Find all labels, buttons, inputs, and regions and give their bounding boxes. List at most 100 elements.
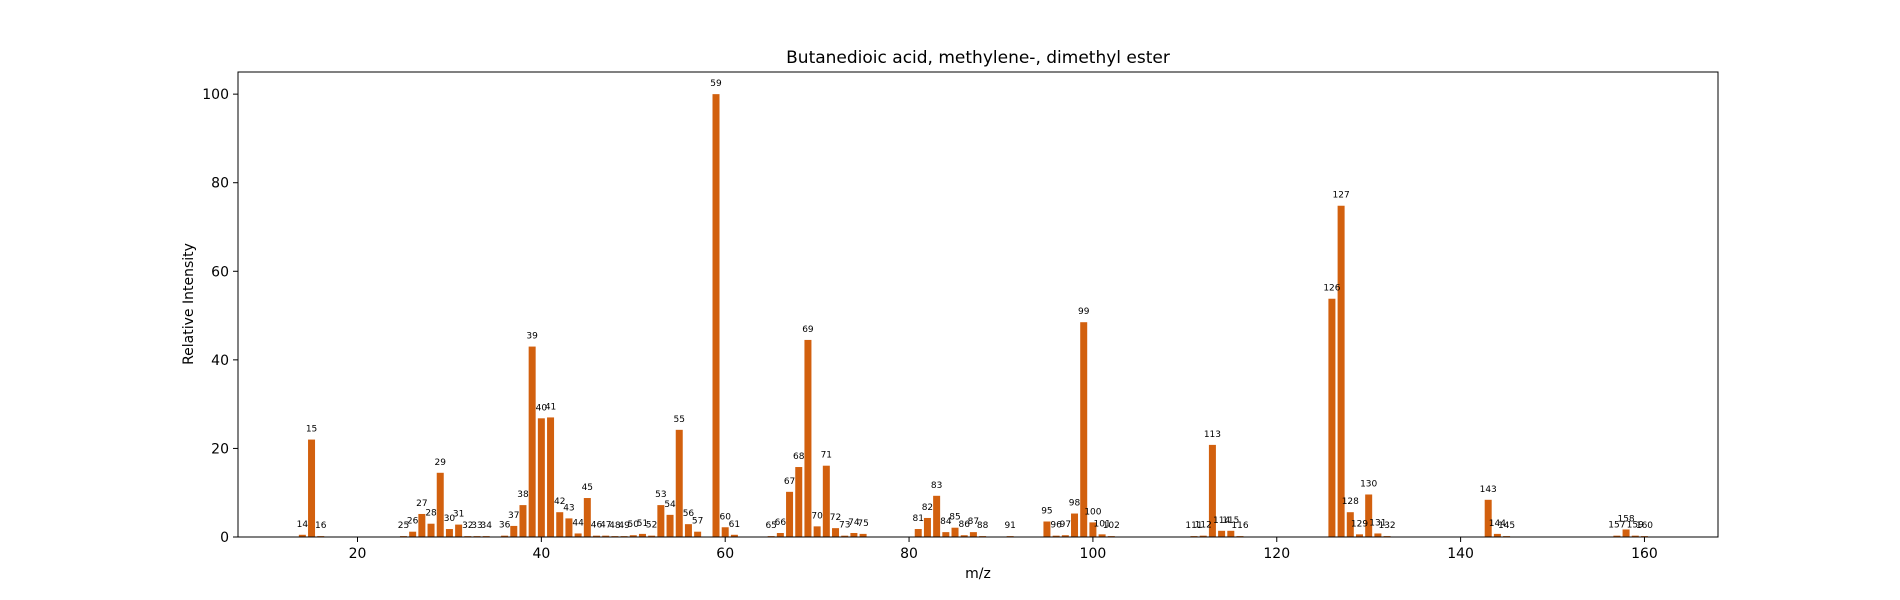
- peak-label-60: 60: [719, 512, 731, 522]
- bar-mz-82: [923, 517, 931, 537]
- peak-label-157: 157: [1608, 521, 1625, 531]
- y-tick-label-80: 80: [211, 176, 229, 192]
- peak-label-126: 126: [1323, 284, 1340, 294]
- bar-mz-53: [657, 505, 665, 537]
- y-tick-label-60: 60: [211, 264, 229, 280]
- bar-mz-56: [684, 524, 692, 537]
- peak-label-37: 37: [508, 511, 519, 521]
- peak-label-98: 98: [1069, 499, 1081, 509]
- peak-label-61: 61: [729, 520, 740, 530]
- bar-mz-42: [556, 512, 564, 537]
- x-tick-label-20: 20: [349, 546, 367, 562]
- peak-label-88: 88: [977, 521, 989, 531]
- bar-mz-129: [1355, 534, 1363, 537]
- bar-mz-98: [1071, 513, 1079, 537]
- peak-label-49: 49: [618, 521, 630, 531]
- bar-mz-159: [1631, 535, 1639, 537]
- peak-label-33: 33: [471, 521, 482, 531]
- y-axis-label: Relative Intensity: [181, 243, 197, 365]
- bar-mz-83: [933, 495, 941, 537]
- bar-mz-157: [1613, 535, 1621, 537]
- peak-label-127: 127: [1333, 191, 1350, 201]
- peak-label-29: 29: [435, 458, 447, 468]
- x-tick-label-140: 140: [1447, 546, 1474, 562]
- bar-mz-100: [1089, 522, 1097, 537]
- peak-label-32: 32: [462, 521, 473, 531]
- peak-label-112: 112: [1195, 521, 1212, 531]
- peak-label-128: 128: [1342, 497, 1359, 507]
- bar-mz-27: [418, 513, 426, 537]
- bar-mz-15: [308, 439, 316, 537]
- peak-label-51: 51: [637, 519, 648, 529]
- peak-label-55: 55: [674, 415, 685, 425]
- peak-label-41: 41: [545, 402, 556, 412]
- chart-title: Butanedioic acid, methylene-, dimethyl e…: [786, 48, 1170, 68]
- peak-label-53: 53: [655, 490, 666, 500]
- bar-mz-114: [1218, 530, 1226, 537]
- x-tick-label-60: 60: [716, 546, 734, 562]
- peak-label-26: 26: [407, 517, 419, 527]
- peak-label-47: 47: [600, 521, 611, 531]
- y-tick-label-20: 20: [211, 441, 229, 457]
- peak-label-40: 40: [536, 403, 548, 413]
- bar-mz-30: [445, 529, 453, 537]
- bars-layer: [298, 94, 1648, 538]
- x-tick-label-100: 100: [1080, 546, 1107, 562]
- peak-label-84: 84: [940, 517, 952, 527]
- x-axis-label: m/z: [965, 566, 991, 582]
- peak-label-38: 38: [517, 490, 529, 500]
- peak-label-96: 96: [1050, 521, 1062, 531]
- bar-mz-54: [666, 514, 674, 537]
- bar-mz-37: [510, 525, 518, 537]
- bar-mz-70: [813, 526, 821, 537]
- peak-label-131: 131: [1369, 518, 1386, 528]
- bar-mz-97: [1061, 535, 1069, 537]
- x-tick-label-120: 120: [1263, 546, 1290, 562]
- peak-label-66: 66: [775, 518, 787, 528]
- peak-label-129: 129: [1351, 519, 1368, 529]
- plot-frame: [237, 71, 1719, 538]
- peak-label-71: 71: [821, 451, 832, 461]
- bar-mz-45: [583, 498, 591, 537]
- y-tick-label-40: 40: [211, 353, 229, 369]
- peak-label-28: 28: [425, 509, 437, 519]
- bar-mz-115: [1227, 530, 1235, 537]
- bar-mz-46: [593, 535, 601, 537]
- y-tick-label-100: 100: [202, 87, 229, 103]
- peak-label-65: 65: [765, 521, 776, 531]
- peak-label-159: 159: [1627, 521, 1644, 531]
- bar-mz-130: [1365, 494, 1373, 537]
- bar-mz-81: [914, 529, 922, 537]
- peak-label-86: 86: [958, 520, 970, 530]
- x-tick-label-40: 40: [532, 546, 550, 562]
- peak-label-74: 74: [848, 518, 860, 528]
- bar-mz-50: [629, 535, 637, 537]
- peak-label-113: 113: [1204, 430, 1221, 440]
- peak-label-87: 87: [968, 517, 979, 527]
- bar-mz-73: [841, 535, 849, 537]
- peak-label-75: 75: [857, 519, 868, 529]
- bar-mz-57: [694, 531, 702, 537]
- bar-mz-41: [547, 417, 555, 537]
- bar-mz-28: [427, 523, 435, 537]
- bar-mz-60: [721, 527, 729, 537]
- peak-label-59: 59: [710, 79, 722, 89]
- peak-label-50: 50: [628, 520, 640, 530]
- peak-label-44: 44: [572, 518, 584, 528]
- bar-mz-99: [1080, 322, 1088, 537]
- bar-mz-55: [675, 429, 683, 537]
- bar-mz-61: [730, 534, 738, 537]
- peak-label-68: 68: [793, 452, 805, 462]
- bar-mz-52: [648, 535, 656, 537]
- bar-mz-43: [565, 518, 573, 537]
- bar-mz-75: [859, 533, 867, 537]
- peak-label-85: 85: [949, 513, 960, 523]
- peak-label-101: 101: [1094, 519, 1111, 529]
- bar-mz-131: [1374, 533, 1382, 537]
- peak-label-57: 57: [692, 517, 703, 527]
- peak-label-143: 143: [1480, 485, 1497, 495]
- peak-label-67: 67: [784, 477, 795, 487]
- peak-label-100: 100: [1084, 507, 1101, 517]
